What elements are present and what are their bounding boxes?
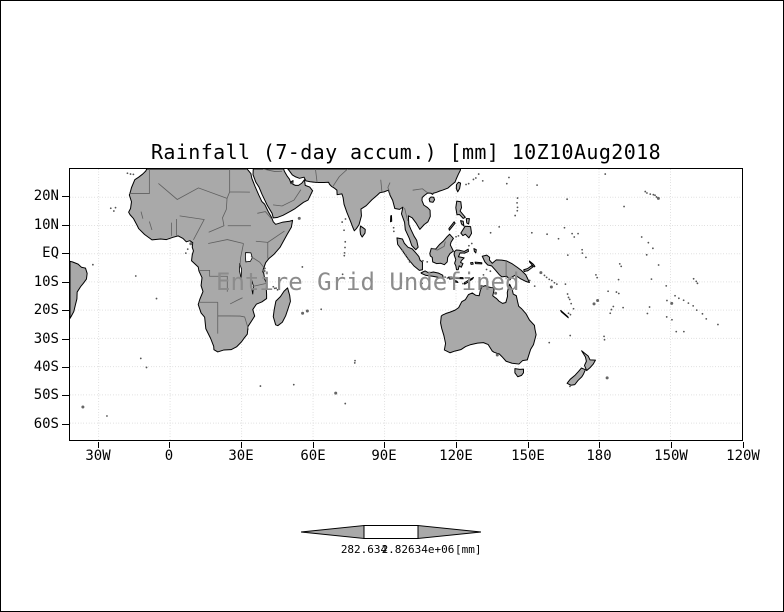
mindanao [461, 226, 472, 238]
lon-tick-label: 180 [586, 448, 612, 464]
lake-malawi [252, 281, 254, 295]
buru [471, 262, 474, 264]
map-plot-area: Entire Grid Undefined [69, 168, 743, 441]
country-borders [130, 169, 507, 334]
brazil-tip-landmass [70, 261, 87, 318]
new-zealand-south-island [567, 368, 585, 385]
seram [475, 262, 482, 264]
lake-victoria [245, 253, 252, 262]
new-ireland [529, 261, 534, 267]
luzon [456, 201, 466, 218]
lat-tick-label: 30S [33, 331, 59, 347]
lon-tick-mark [241, 442, 242, 448]
colorbar-left-arrow [301, 524, 365, 540]
arabia-landmass [253, 169, 313, 218]
borneo [430, 234, 454, 264]
lat-tick-label: 20S [33, 302, 59, 318]
palawan [449, 222, 455, 230]
sri-lanka [360, 226, 365, 237]
new-caledonia [561, 310, 569, 317]
panay-negros [461, 221, 464, 226]
colorbar-right-arrow [417, 524, 481, 540]
taiwan [456, 182, 460, 192]
lat-tick-mark [62, 367, 69, 368]
tasmania [515, 369, 524, 377]
lon-tick-mark [169, 442, 170, 448]
small-island-dots [93, 173, 718, 416]
lat-tick-mark [62, 395, 69, 396]
lat-tick-label: EQ [42, 245, 59, 261]
lakes [239, 253, 253, 295]
lat-tick-mark [62, 253, 69, 254]
java [421, 271, 443, 278]
sumatra [397, 238, 422, 270]
lat-tick-label: 10S [33, 274, 59, 290]
lon-tick-mark [98, 442, 99, 448]
lon-tick-label: 30W [85, 448, 111, 464]
lat-tick-label: 40S [33, 359, 59, 375]
hainan [429, 197, 434, 202]
lon-tick-mark [528, 442, 529, 448]
halmahera [474, 249, 476, 253]
andaman-islands [391, 216, 392, 222]
colorbar-max-label: 2.82634e+06 [381, 543, 455, 556]
sumba [454, 280, 458, 282]
lat-tick-mark [62, 196, 69, 197]
lon-tick-mark [743, 442, 744, 448]
lat-tick-mark [62, 310, 69, 311]
lake-tanganyika [239, 263, 241, 278]
africa-landmass [129, 169, 293, 352]
sulawesi [454, 249, 468, 270]
colorbar-units-label: [mm] [455, 543, 482, 556]
sumbawa [448, 277, 453, 279]
lat-tick-mark [62, 225, 69, 226]
lon-tick-label: 150W [654, 448, 688, 464]
lon-tick-mark [599, 442, 600, 448]
timor [464, 277, 473, 284]
samar-leyte [466, 219, 469, 224]
lat-tick-label: 10N [33, 217, 59, 233]
plot-title: Rainfall (7-day accum.) [mm] 10Z10Aug201… [150, 140, 662, 164]
lat-tick-label: 50S [33, 387, 59, 403]
lon-tick-label: 120E [439, 448, 473, 464]
asia-landmass [288, 169, 461, 250]
lon-tick-label: 60E [300, 448, 326, 464]
grid-undefined-message: Entire Grid Undefined [216, 268, 520, 296]
lat-tick-label: 20N [33, 188, 59, 204]
lat-tick-mark [62, 282, 69, 283]
lat-tick-mark [62, 424, 69, 425]
new-zealand-north-island [582, 351, 596, 371]
lat-tick-label: 60S [33, 416, 59, 432]
world-map [70, 169, 742, 440]
madagascar [273, 288, 290, 326]
colorbar-middle-segment [363, 525, 419, 539]
lon-tick-label: 120W [726, 448, 760, 464]
lon-tick-label: 0 [164, 448, 174, 464]
flores [456, 277, 464, 278]
larger-island-dots [83, 198, 672, 407]
lon-tick-mark [313, 442, 314, 448]
lon-tick-mark [384, 442, 385, 448]
lon-tick-label: 90E [371, 448, 397, 464]
lon-tick-mark [456, 442, 457, 448]
colorbar [301, 524, 481, 540]
new-britain [524, 266, 533, 272]
australia-landmass [441, 284, 537, 364]
lon-tick-label: 150E [511, 448, 545, 464]
lon-tick-mark [671, 442, 672, 448]
lat-tick-mark [62, 339, 69, 340]
colorbar-min-label: 282.634 [340, 543, 388, 556]
lon-tick-label: 30E [228, 448, 254, 464]
